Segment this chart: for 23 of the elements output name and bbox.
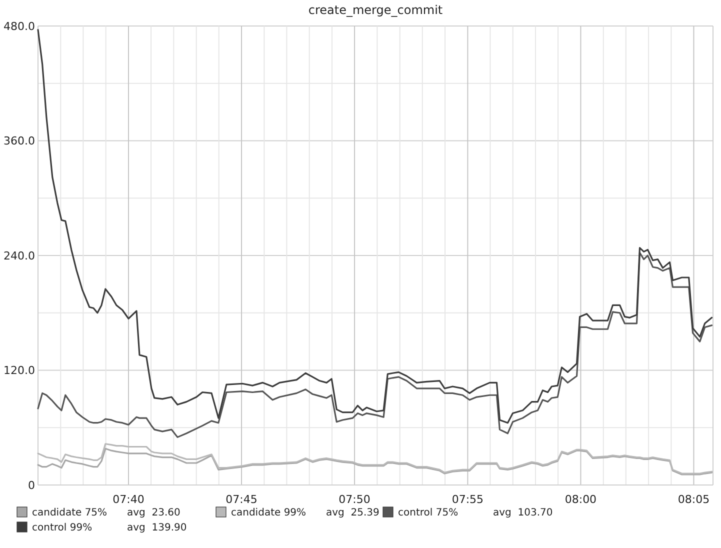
x-tick-label: 08:00 [564, 492, 597, 506]
x-tick-label: 07:50 [338, 492, 370, 506]
y-tick-label: 120.0 [4, 364, 35, 378]
text: avg 139.90 [127, 522, 187, 534]
text: avg 25.39 [326, 508, 380, 518]
legend-label: candidate 99% [231, 508, 306, 518]
y-tick-label: 0 [28, 478, 35, 492]
x-tick-label: 07:45 [226, 492, 258, 506]
x-tick-label: 07:55 [452, 492, 484, 506]
text: avg 23.60 [127, 508, 180, 518]
line-series [37, 252, 713, 438]
legend-label: control 99% [32, 522, 92, 534]
chart-title: create_merge_commit [308, 3, 443, 17]
line-series [37, 29, 713, 424]
line-series [37, 448, 713, 476]
y-tick-label: 360.0 [4, 134, 35, 148]
legend-label: control 75% [398, 508, 458, 518]
x-tick-label: 08:05 [678, 492, 710, 506]
y-tick-label: 240.0 [4, 249, 35, 262]
text: avg 103.70 [493, 508, 553, 518]
legend-label: candidate 75% [32, 508, 108, 518]
x-tick-label: 07:40 [112, 492, 144, 506]
y-tick-label: 480.0 [4, 20, 35, 33]
